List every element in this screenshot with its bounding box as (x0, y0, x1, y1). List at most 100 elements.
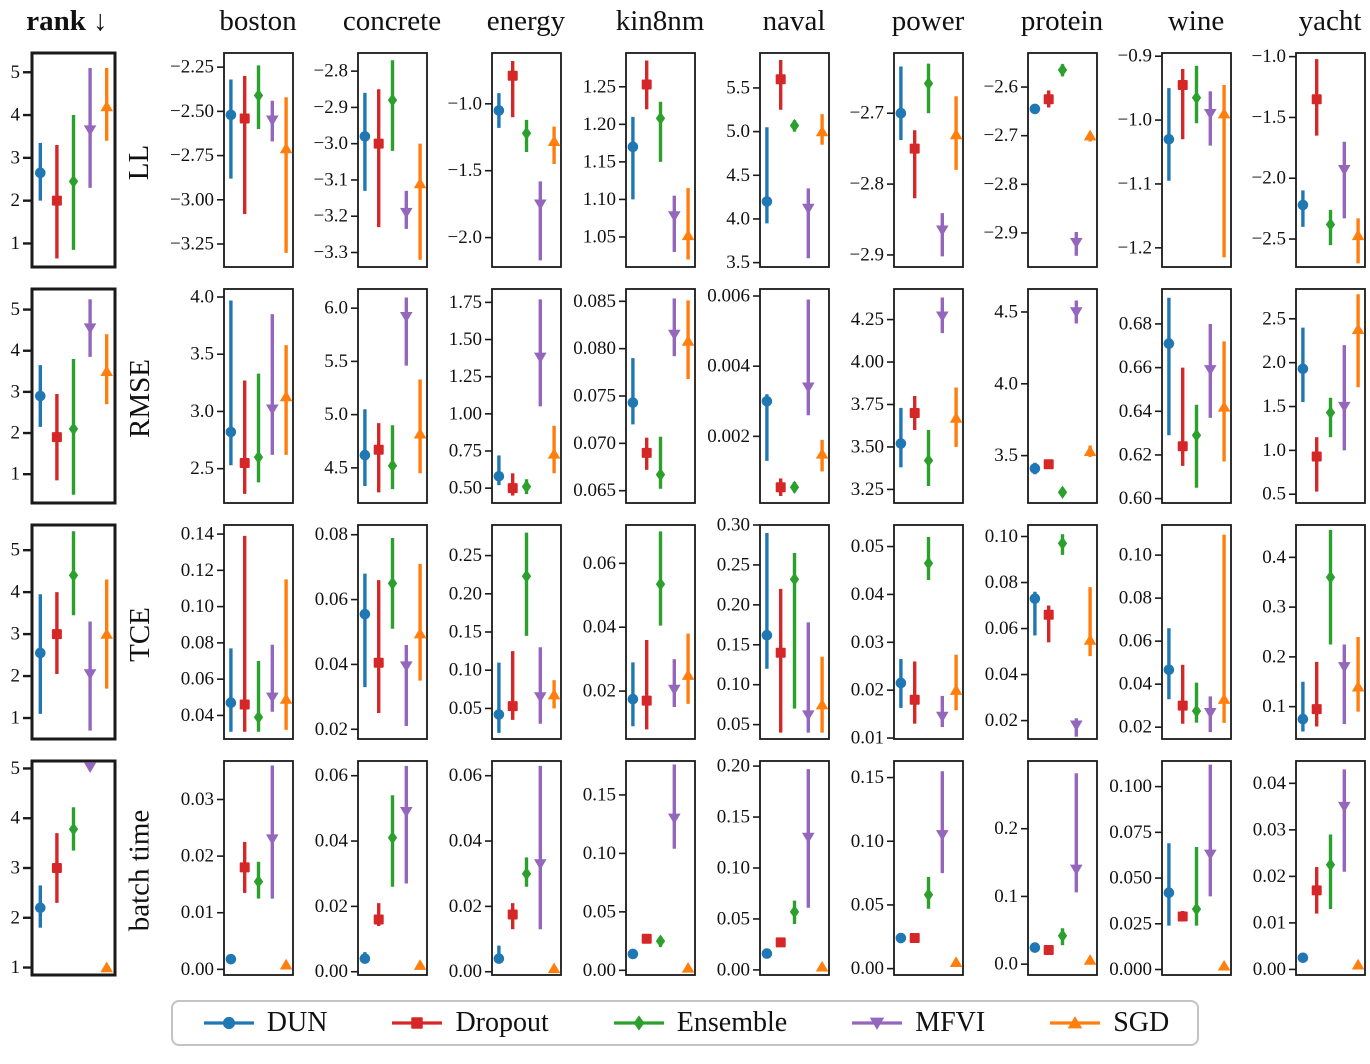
row-label-LL: LL (123, 144, 156, 180)
svg-text:0.20: 0.20 (717, 756, 750, 777)
subplot-LL-rank: 1 2 3 4 5 (11, 51, 117, 269)
svg-text:0.08: 0.08 (315, 524, 348, 545)
plot-grid: rank ↓ boston concrete energy kin8nm naval pow… (2, 2, 1368, 988)
svg-text:1.10: 1.10 (583, 189, 616, 210)
svg-text:0.004: 0.004 (707, 356, 750, 377)
svg-text:0.03: 0.03 (181, 789, 214, 810)
svg-text:2.0: 2.0 (1262, 352, 1286, 373)
svg-text:0.04: 0.04 (1119, 674, 1153, 695)
svg-text:−1.0: −1.0 (448, 93, 482, 114)
svg-text:−3.25: −3.25 (170, 234, 214, 255)
svg-text:0.04: 0.04 (985, 664, 1019, 685)
svg-text:−3.00: −3.00 (170, 189, 214, 210)
svg-text:2.5: 2.5 (1262, 308, 1286, 329)
svg-text:−2.9: −2.9 (314, 97, 348, 118)
svg-text:0.04: 0.04 (449, 831, 483, 852)
svg-text:−2.6: −2.6 (984, 77, 1018, 98)
svg-text:−2.50: −2.50 (170, 101, 214, 122)
panel-cell-batch-time-yacht: 0.00 0.01 0.02 0.03 0.04 (1234, 752, 1368, 988)
svg-text:4.0: 4.0 (994, 373, 1018, 394)
column-title-wine: wine (1167, 5, 1225, 37)
subplot-LL-kin8nm: 1.05 1.10 1.15 1.20 1.25 (583, 52, 696, 268)
panel-cell-RMSE-power: 3.25 3.50 3.75 4.00 4.25 (832, 280, 966, 516)
svg-text:2: 2 (11, 190, 21, 211)
svg-text:0.06: 0.06 (315, 589, 348, 610)
svg-text:3: 3 (11, 624, 21, 645)
panel-cell-TCE-protein: 0.02 0.04 0.06 0.08 0.10 (966, 516, 1100, 752)
svg-text:0.02: 0.02 (1253, 866, 1286, 887)
svg-text:−2.7: −2.7 (850, 103, 884, 124)
svg-text:3: 3 (11, 381, 21, 402)
svg-text:0.075: 0.075 (573, 386, 616, 407)
panel-cell-RMSE-boston: 2.5 3.0 3.5 4.0 (162, 280, 296, 516)
panel-cell-RMSE-naval: 0.002 0.004 0.006 (698, 280, 832, 516)
circle-marker-icon (203, 1016, 254, 1030)
column-title-energy: energy (486, 5, 566, 37)
svg-text:1: 1 (11, 464, 21, 485)
legend-wrap: DUN Dropout Ensemble MFVI SGD (2, 1000, 1368, 1046)
subplot-batch-time-rank: 1 2 3 4 5 (11, 758, 117, 978)
svg-text:2.5: 2.5 (190, 458, 214, 479)
svg-text:1.5: 1.5 (1262, 396, 1286, 417)
subplot-TCE-power: 0.01 0.02 0.03 0.04 0.05 (851, 524, 964, 748)
svg-text:0.025: 0.025 (1109, 913, 1152, 934)
panel-cell-LL-kin8nm: 1.05 1.10 1.15 1.20 1.25 (564, 44, 698, 280)
subplot-LL-yacht: −1.0 −1.5 −2.0 −2.5 (1252, 46, 1366, 268)
panel-cell-RMSE-protein: 3.5 4.0 4.5 (966, 280, 1100, 516)
svg-text:5.0: 5.0 (726, 121, 750, 142)
svg-text:−2.0: −2.0 (448, 227, 482, 248)
subplot-RMSE-rank: 1 2 3 4 5 (11, 287, 117, 505)
svg-text:3.5: 3.5 (726, 252, 750, 273)
svg-text:0.75: 0.75 (449, 440, 482, 461)
subplot-TCE-concrete: 0.02 0.04 0.06 0.08 (315, 524, 428, 740)
subplot-LL-energy: −1.0 −1.5 −2.0 (448, 52, 562, 268)
svg-text:0.10: 0.10 (717, 674, 750, 695)
panel-cell-RMSE-concrete: 4.5 5.0 5.5 6.0 (296, 280, 430, 516)
svg-text:−1.2: −1.2 (1118, 237, 1152, 258)
subplot-LL-power: −2.7 −2.8 −2.9 (850, 52, 964, 268)
svg-text:1.15: 1.15 (583, 151, 616, 172)
row-label-cell-TCE: TCE (118, 516, 162, 752)
svg-text:2: 2 (11, 666, 21, 687)
svg-text:0.00: 0.00 (851, 958, 884, 979)
panel-cell-batch-time-rank: 1 2 3 4 5 (2, 752, 118, 988)
svg-text:−2.8: −2.8 (984, 174, 1018, 195)
panel-cell-TCE-boston: 0.04 0.06 0.08 0.10 0.12 0.14 (162, 516, 296, 752)
subplot-TCE-wine: 0.02 0.04 0.06 0.08 0.10 (1119, 524, 1232, 740)
panel-cell-TCE-concrete: 0.02 0.04 0.06 0.08 (296, 516, 430, 752)
subplot-RMSE-energy: 0.50 0.75 1.00 1.25 1.50 1.75 (449, 288, 562, 504)
svg-text:−2.25: −2.25 (170, 57, 214, 78)
svg-text:0.00: 0.00 (1253, 959, 1286, 980)
svg-text:5: 5 (11, 758, 21, 779)
panel-cell-TCE-wine: 0.02 0.04 0.06 0.08 0.10 (1100, 516, 1234, 752)
svg-text:0.30: 0.30 (717, 516, 750, 536)
svg-text:6.0: 6.0 (324, 298, 348, 319)
svg-text:1.00: 1.00 (449, 403, 482, 424)
subplot-batch-time-concrete: 0.00 0.02 0.04 0.06 (315, 760, 428, 982)
svg-text:0.06: 0.06 (449, 765, 482, 786)
column-title-kin8nm: kin8nm (615, 5, 705, 37)
svg-text:3.25: 3.25 (851, 479, 884, 500)
legend-label-Ensemble: Ensemble (676, 1007, 788, 1038)
subplot-batch-time-protein: 0.0 0.1 0.2 (994, 760, 1098, 976)
svg-text:0.10: 0.10 (181, 596, 214, 617)
legend: DUN Dropout Ensemble MFVI SGD (170, 1000, 1200, 1046)
svg-text:0.08: 0.08 (181, 632, 214, 653)
svg-text:2: 2 (11, 423, 21, 444)
panel-cell-LL-protein: −2.6 −2.7 −2.8 −2.9 (966, 44, 1100, 280)
svg-text:−1.5: −1.5 (448, 160, 482, 181)
svg-text:0.66: 0.66 (1119, 357, 1152, 378)
svg-text:0.02: 0.02 (315, 896, 348, 917)
svg-text:4: 4 (11, 105, 21, 126)
subplot-LL-naval: 3.5 4.0 4.5 5.0 5.5 (726, 52, 830, 273)
panel-cell-TCE-power: 0.01 0.02 0.03 0.04 0.05 (832, 516, 966, 752)
svg-text:3: 3 (11, 147, 21, 168)
svg-text:0.06: 0.06 (985, 618, 1018, 639)
panel-cell-LL-rank: 1 2 3 4 5 (2, 44, 118, 280)
svg-text:0.4: 0.4 (1262, 547, 1286, 568)
diamond-marker-icon (613, 1015, 664, 1031)
svg-text:1.25: 1.25 (449, 366, 482, 387)
subplot-TCE-kin8nm: 0.02 0.04 0.06 (583, 524, 696, 740)
svg-text:−2.8: −2.8 (314, 61, 348, 82)
subplot-batch-time-yacht: 0.00 0.01 0.02 0.03 0.04 (1253, 760, 1366, 980)
